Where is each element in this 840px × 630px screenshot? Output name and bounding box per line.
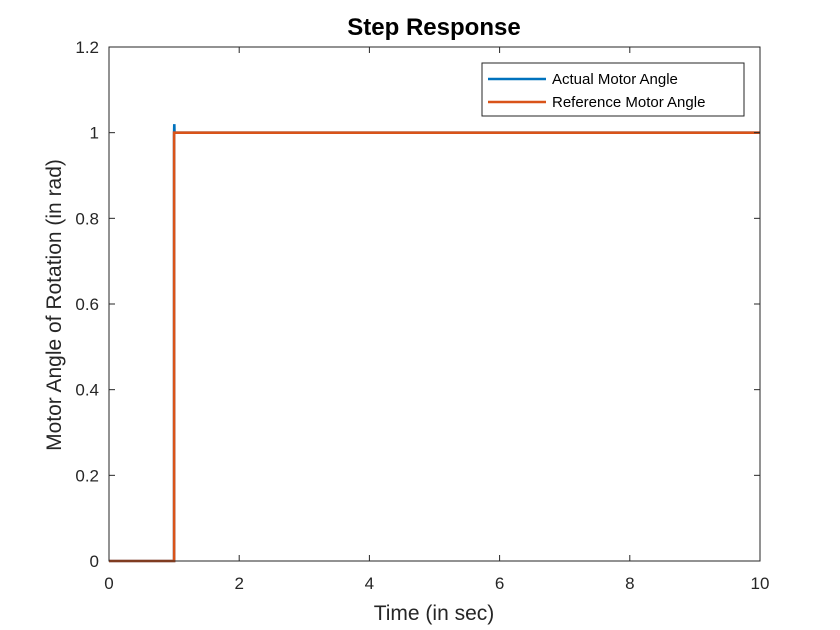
y-tick-label: 0.2	[75, 466, 99, 485]
y-tick-label: 1	[90, 124, 99, 143]
x-axis-ticks: 0 2 4 6 8 10	[104, 47, 769, 593]
y-tick-label: 0.6	[75, 295, 99, 314]
chart-title: Step Response	[347, 14, 520, 41]
x-tick-label: 8	[625, 574, 634, 593]
legend-box	[481, 62, 745, 117]
y-axis-label: Motor Angle of Rotation (in rad)	[43, 159, 66, 451]
y-axis-ticks: 0 0.2 0.4 0.6 0.8 1 1.2	[75, 38, 760, 571]
plot-area	[109, 47, 760, 561]
x-tick-label: 0	[104, 574, 113, 593]
y-tick-label: 1.2	[75, 38, 99, 57]
x-axis-label: Time (in sec)	[374, 602, 495, 625]
x-tick-label: 10	[751, 574, 770, 593]
legend-label-2: Reference Motor Angle	[552, 94, 705, 111]
y-tick-label: 0	[90, 552, 99, 571]
legend: Actual Motor Angle Reference Motor Angle	[481, 62, 745, 117]
x-tick-label: 4	[365, 574, 374, 593]
y-tick-label: 0.4	[75, 381, 99, 400]
y-tick-label: 0.8	[75, 209, 99, 228]
x-tick-label: 6	[495, 574, 504, 593]
x-tick-label: 2	[234, 574, 243, 593]
legend-label-1: Actual Motor Angle	[552, 71, 678, 88]
